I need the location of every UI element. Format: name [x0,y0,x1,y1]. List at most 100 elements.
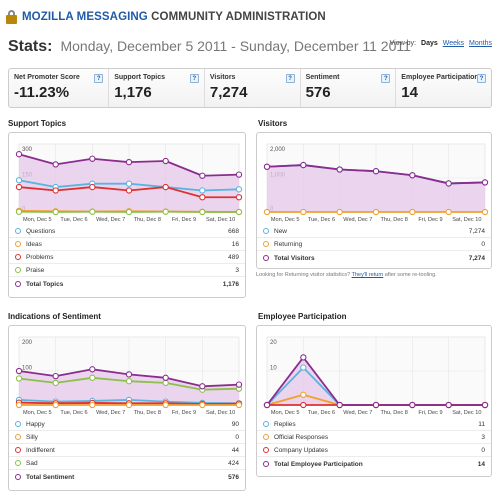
legend-row-total-employee-participation[interactable]: Total Employee Participation 14 [257,457,491,471]
legend-name: New [274,227,288,235]
point-silly [89,401,96,409]
legend-value: 3 [235,266,239,274]
legend-dot-icon [15,421,21,427]
legend-value: 90 [231,420,239,428]
point-praise [89,208,96,215]
legend-dot-icon [15,474,21,480]
point-returning [409,208,416,216]
date-range: Monday, December 5 2011 - Sunday, Decemb… [60,38,411,54]
legend-row-happy[interactable]: Happy 90 [9,418,245,431]
x-tick-label: Wed, Dec 7 [96,410,125,416]
legend-dot-icon [263,228,269,234]
sentiment-legend: Happy 90 Silly 0 Indifferent 44 Sad 424 Total Se… [9,418,245,484]
legend-row-replies[interactable]: Replies 11 [257,418,491,431]
area-total-sentiment [19,369,239,405]
returning-visitors-note: Looking for Returning visitor statistics… [256,272,437,278]
brand-strong: MOZILLA MESSAGING [22,11,148,23]
legend-row-indifferent[interactable]: Indifferent 44 [9,444,245,457]
x-tick-label: Thu, Dec 8 [134,410,161,416]
support-topics-legend: Questions 668 Ideas 16 Problems 489 Praise 3 Tot… [9,225,245,291]
legend-row-total-sentiment[interactable]: Total Sentiment 576 [9,470,245,484]
point-total-topics [235,171,243,178]
point-total-employee-participation [445,401,452,409]
legend-row-silly[interactable]: Silly 0 [9,431,245,444]
point-total-visitors [481,179,489,186]
legend-name: Sad [26,459,38,467]
legend-value: 3 [481,433,485,441]
point-total-visitors [372,168,380,175]
legend-value: 7,274 [468,227,485,235]
y-tick-label: 20 [270,340,277,346]
point-total-employee-participation [409,401,416,409]
point-total-sentiment [89,366,96,373]
legend-value: 489 [228,253,239,261]
point-total-visitors [409,172,416,179]
y-tick-label: 2,000 [270,147,286,153]
legend-row-new[interactable]: New 7,274 [257,225,491,238]
x-tick-label: Tue, Dec 6 [60,217,87,223]
x-tick-label: Sat, Dec 10 [452,410,481,416]
legend-row-ideas[interactable]: Ideas 16 [9,238,245,251]
legend-name: Indifferent [26,446,55,454]
help-icon[interactable]: ? [94,74,104,83]
visitors-legend: New 7,274 Returning 0 Total Visitors 7,274 [257,225,491,265]
visitors-title: Visitors [258,119,288,128]
legend-value: 16 [231,240,239,248]
point-total-employee-participation [263,401,271,409]
point-official-responses [300,391,307,398]
point-praise [125,208,133,216]
note-text: Looking for Returning visitor statistics… [256,272,352,278]
legend-name: Company Updates [274,446,328,454]
legend-row-problems[interactable]: Problems 489 [9,251,245,264]
point-total-visitors [300,161,307,169]
x-tick-label: Sat, Dec 10 [206,410,235,416]
legend-row-total-topics[interactable]: Total Topics 1,176 [9,277,245,291]
legend-row-official-responses[interactable]: Official Responses 3 [257,431,491,444]
legend-row-questions[interactable]: Questions 668 [9,225,245,238]
view-by-days[interactable]: Days [421,40,438,47]
x-tick-label: Tue, Dec 6 [308,217,335,223]
kpi-value: 7,274 [209,84,248,101]
legend-row-returning[interactable]: Returning 0 [257,238,491,251]
help-icon[interactable]: ? [381,74,391,83]
legend-name: Praise [26,266,45,274]
point-total-sentiment [15,367,23,375]
point-sad [162,379,169,387]
lock-icon [6,10,17,24]
kpi-value: -11.23% [14,84,70,101]
legend-value: 7,274 [468,254,485,262]
theyll-return-link[interactable]: They'll return [351,272,384,278]
kpi-bar: Net Promoter Score -11.23% ? Support Top… [8,68,492,108]
legend-name: Problems [26,253,54,261]
legend-row-praise[interactable]: Praise 3 [9,264,245,277]
point-total-visitors [445,180,452,187]
point-returning [372,208,380,216]
legend-row-sad[interactable]: Sad 424 [9,457,245,470]
legend-row-total-visitors[interactable]: Total Visitors 7,274 [257,251,491,265]
legend-name: Total Visitors [274,254,315,262]
legend-value: 0 [235,433,239,441]
area-total-visitors [267,165,485,212]
x-tick-label: Fri, Dec 9 [172,217,196,223]
point-silly [162,401,169,409]
legend-value: 14 [477,460,485,468]
point-returning [300,208,307,216]
view-by-weeks-link[interactable]: Weeks [442,40,465,47]
help-icon[interactable]: ? [189,74,199,83]
kpi-employee-participation: Employee Participation 14 ? [396,69,491,107]
legend-row-company-updates[interactable]: Company Updates 0 [257,444,491,457]
y-tick-label: 10 [270,366,277,372]
view-by-months-link[interactable]: Months [469,40,492,47]
legend-name: Returning [274,240,303,248]
legend-dot-icon [15,267,21,273]
point-praise [235,208,243,216]
point-total-employee-participation [481,401,489,409]
note-tail: after some re-tooling. [383,272,437,278]
point-problems [89,183,96,191]
stats-label: Stats: [8,38,53,55]
point-questions [15,177,23,184]
help-icon[interactable]: ? [285,74,295,83]
help-icon[interactable]: ? [477,74,486,83]
x-tick-label: Mon, Dec 5 [271,217,300,223]
